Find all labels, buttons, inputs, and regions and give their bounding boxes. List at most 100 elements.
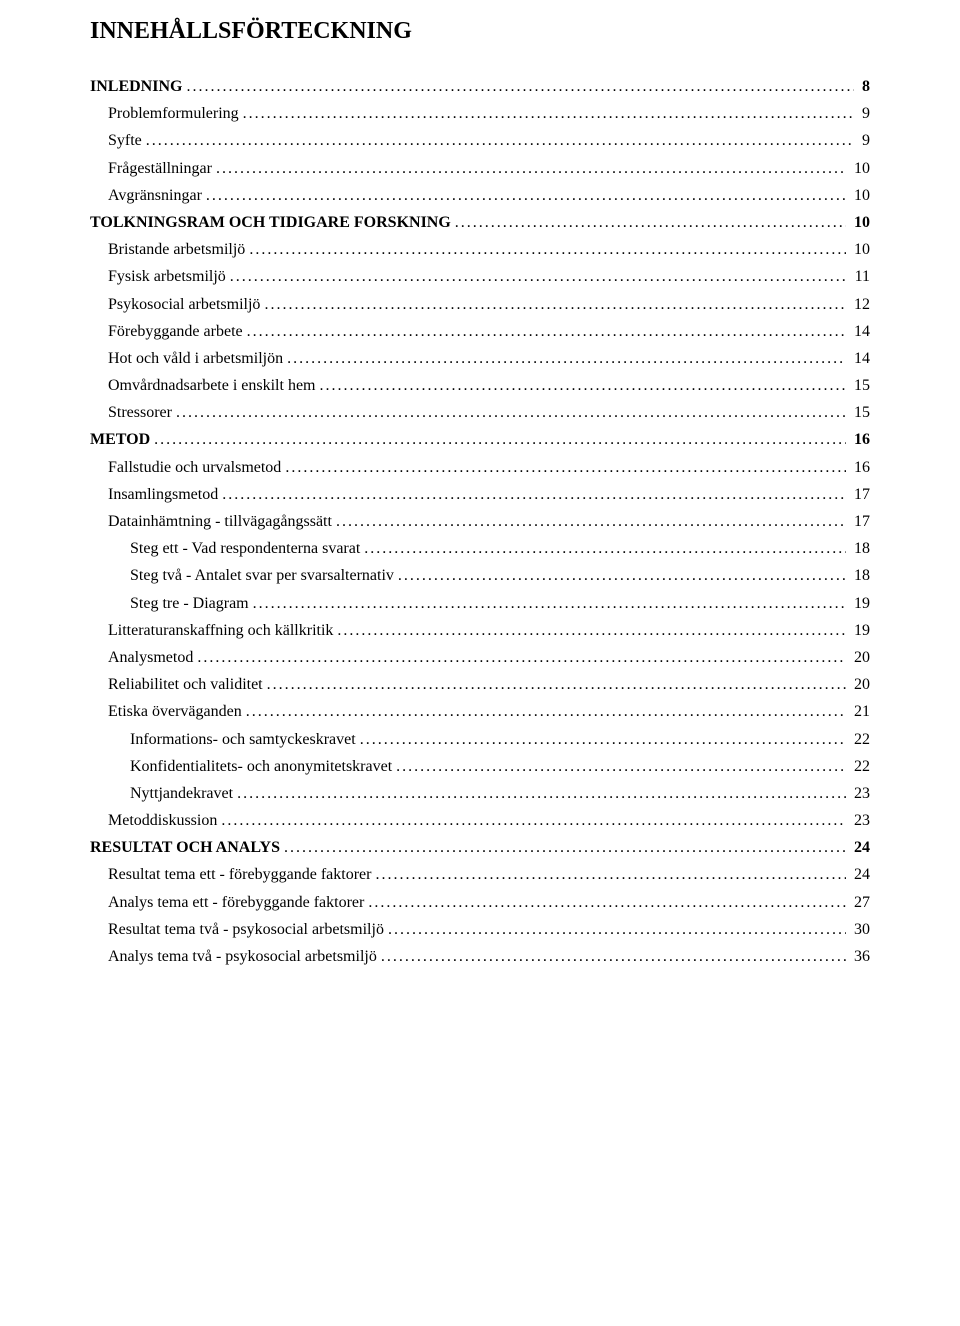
toc-leader (360, 726, 846, 753)
toc-leader (186, 73, 854, 100)
toc-leader (368, 889, 846, 916)
page-title: INNEHÅLLSFÖRTECKNING (90, 18, 870, 45)
toc-row: Konfidentialitets- och anonymitetskravet… (90, 753, 870, 780)
toc-label: Etiska överväganden (108, 698, 242, 725)
toc-leader (287, 345, 846, 372)
toc-row: Litteraturanskaffning och källkritik 19 (90, 617, 870, 644)
toc-label: Nyttjandekravet (130, 780, 233, 807)
table-of-contents: INLEDNING 8 Problemformulering 9Syfte9Fråge… (90, 73, 870, 970)
toc-leader (396, 753, 846, 780)
toc-row: Insamlingsmetod 17 (90, 481, 870, 508)
toc-row: Metoddiskussion 23 (90, 807, 870, 834)
toc-row: Steg ett - Vad respondenterna svarat 18 (90, 535, 870, 562)
toc-label: RESULTAT OCH ANALYS (90, 834, 280, 861)
toc-page-number: 30 (850, 916, 870, 943)
toc-leader (336, 508, 846, 535)
toc-page-number: 14 (850, 345, 870, 372)
toc-label: Bristande arbetsmiljö (108, 236, 245, 263)
toc-row: Etiska överväganden 21 (90, 698, 870, 725)
toc-leader (222, 481, 846, 508)
toc-label: Psykosocial arbetsmiljö (108, 291, 260, 318)
toc-label: Steg ett - Vad respondenterna svarat (130, 535, 360, 562)
toc-label: Analys tema ett - förebyggande faktorer (108, 889, 364, 916)
toc-page-number: 36 (850, 943, 870, 970)
toc-page-number: 10 (850, 155, 870, 182)
toc-label: Hot och våld i arbetsmiljön (108, 345, 283, 372)
toc-leader (247, 318, 846, 345)
toc-page-number: 10 (850, 209, 870, 236)
toc-leader (243, 100, 854, 127)
toc-page-number: 11 (851, 263, 870, 290)
toc-leader (176, 399, 846, 426)
toc-page-number: 18 (850, 535, 870, 562)
toc-row: Datainhämtning - tillvägagångssätt 17 (90, 508, 870, 535)
toc-page-number: 14 (850, 318, 870, 345)
toc-page-number: 21 (850, 698, 870, 725)
toc-label: Stressorer (108, 399, 172, 426)
toc-page-number: 15 (850, 372, 870, 399)
toc-page-number: 20 (850, 671, 870, 698)
toc-leader (398, 562, 846, 589)
toc-label: Analysmetod (108, 644, 193, 671)
toc-label: Metoddiskussion (108, 807, 217, 834)
toc-label: Steg tre - Diagram (130, 590, 249, 617)
toc-leader (284, 834, 846, 861)
toc-page-number: 19 (850, 617, 870, 644)
toc-page-number: 9 (858, 100, 870, 127)
toc-label: Insamlingsmetod (108, 481, 218, 508)
toc-row: Frågeställningar10 (90, 155, 870, 182)
toc-page-number: 17 (850, 481, 870, 508)
toc-page-number: 10 (850, 236, 870, 263)
toc-page-number: 17 (850, 508, 870, 535)
toc-label: INLEDNING (90, 73, 182, 100)
toc-page-number: 23 (850, 780, 870, 807)
toc-row: Steg två - Antalet svar per svarsalterna… (90, 562, 870, 589)
toc-page-number: 23 (850, 807, 870, 834)
toc-page-number: 15 (850, 399, 870, 426)
toc-leader (146, 127, 854, 154)
toc-page-number: 24 (850, 861, 870, 888)
document-page: INNEHÅLLSFÖRTECKNING INLEDNING8Problemfo… (0, 0, 960, 1326)
toc-label: Reliabilitet och validitet (108, 671, 263, 698)
toc-label: METOD (90, 426, 150, 453)
toc-page-number: 8 (858, 73, 870, 100)
toc-page-number: 16 (850, 454, 870, 481)
toc-row: Resultat tema två - psykosocial arbetsmi… (90, 916, 870, 943)
toc-row: Resultat tema ett - förebyggande faktore… (90, 861, 870, 888)
toc-leader (249, 236, 846, 263)
toc-leader (253, 590, 846, 617)
toc-leader (154, 426, 846, 453)
toc-page-number: 12 (850, 291, 870, 318)
toc-page-number: 24 (850, 834, 870, 861)
toc-label: Steg två - Antalet svar per svarsalterna… (130, 562, 394, 589)
toc-leader (267, 671, 846, 698)
toc-leader (364, 535, 846, 562)
toc-row: Analysmetod20 (90, 644, 870, 671)
toc-row: METOD16 (90, 426, 870, 453)
toc-row: INLEDNING 8 (90, 73, 870, 100)
toc-leader (237, 780, 846, 807)
toc-page-number: 22 (850, 753, 870, 780)
toc-page-number: 19 (850, 590, 870, 617)
toc-leader (264, 291, 846, 318)
toc-label: Datainhämtning - tillvägagångssätt (108, 508, 332, 535)
toc-leader (206, 182, 846, 209)
toc-label: Resultat tema två - psykosocial arbetsmi… (108, 916, 384, 943)
toc-leader (285, 454, 846, 481)
toc-row: Syfte9 (90, 127, 870, 154)
toc-row: Analys tema två - psykosocial arbetsmilj… (90, 943, 870, 970)
toc-row: Problemformulering 9 (90, 100, 870, 127)
toc-label: Omvårdnadsarbete i enskilt hem (108, 372, 316, 399)
toc-label: Fysisk arbetsmiljö (108, 263, 226, 290)
toc-label: TOLKNINGSRAM OCH TIDIGARE FORSKNING (90, 209, 451, 236)
toc-label: Litteraturanskaffning och källkritik (108, 617, 333, 644)
toc-label: Förebyggande arbete (108, 318, 243, 345)
toc-row: Informations- och samtyckeskravet22 (90, 726, 870, 753)
toc-page-number: 27 (850, 889, 870, 916)
toc-row: RESULTAT OCH ANALYS 24 (90, 834, 870, 861)
toc-label: Problemformulering (108, 100, 239, 127)
toc-row: Nyttjandekravet 23 (90, 780, 870, 807)
toc-page-number: 10 (850, 182, 870, 209)
toc-page-number: 9 (858, 127, 870, 154)
toc-leader (388, 916, 846, 943)
